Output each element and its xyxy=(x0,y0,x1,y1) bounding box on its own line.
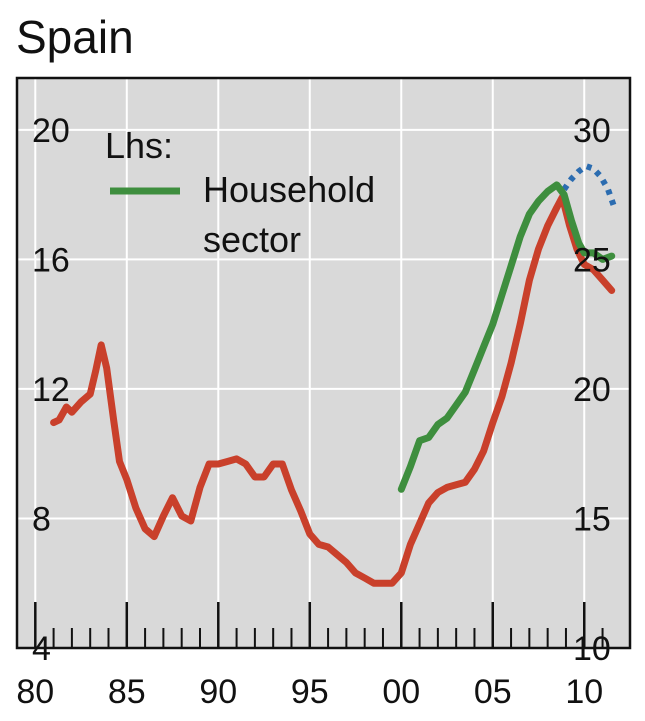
y-right-tick-label-2: 20 xyxy=(573,371,611,409)
x-tick-label-4: 00 xyxy=(382,673,420,711)
y-left-tick-label-2: 12 xyxy=(32,371,70,409)
y-right-tick-label-3: 25 xyxy=(573,241,611,279)
x-tick-label-3: 95 xyxy=(291,673,329,711)
y-left-tick-label-3: 16 xyxy=(32,241,70,279)
x-tick-label-5: 05 xyxy=(474,673,512,711)
y-right-tick-label-4: 30 xyxy=(573,112,611,150)
x-axis-labels: 80 85 90 95 00 05 10 xyxy=(16,673,603,711)
legend-label-line1: Household xyxy=(203,169,375,210)
x-tick-label-6: 10 xyxy=(565,673,603,711)
legend-label-line2: sector xyxy=(203,219,301,260)
y-left-tick-label-4: 20 xyxy=(32,112,70,150)
x-tick-label-2: 90 xyxy=(199,673,237,711)
x-tick-label-1: 85 xyxy=(108,673,146,711)
y-right-tick-label-1: 15 xyxy=(573,500,611,538)
legend-prefix: Lhs: xyxy=(105,125,173,166)
y-left-tick-label-1: 8 xyxy=(32,500,51,538)
x-tick-label-0: 80 xyxy=(16,673,54,711)
